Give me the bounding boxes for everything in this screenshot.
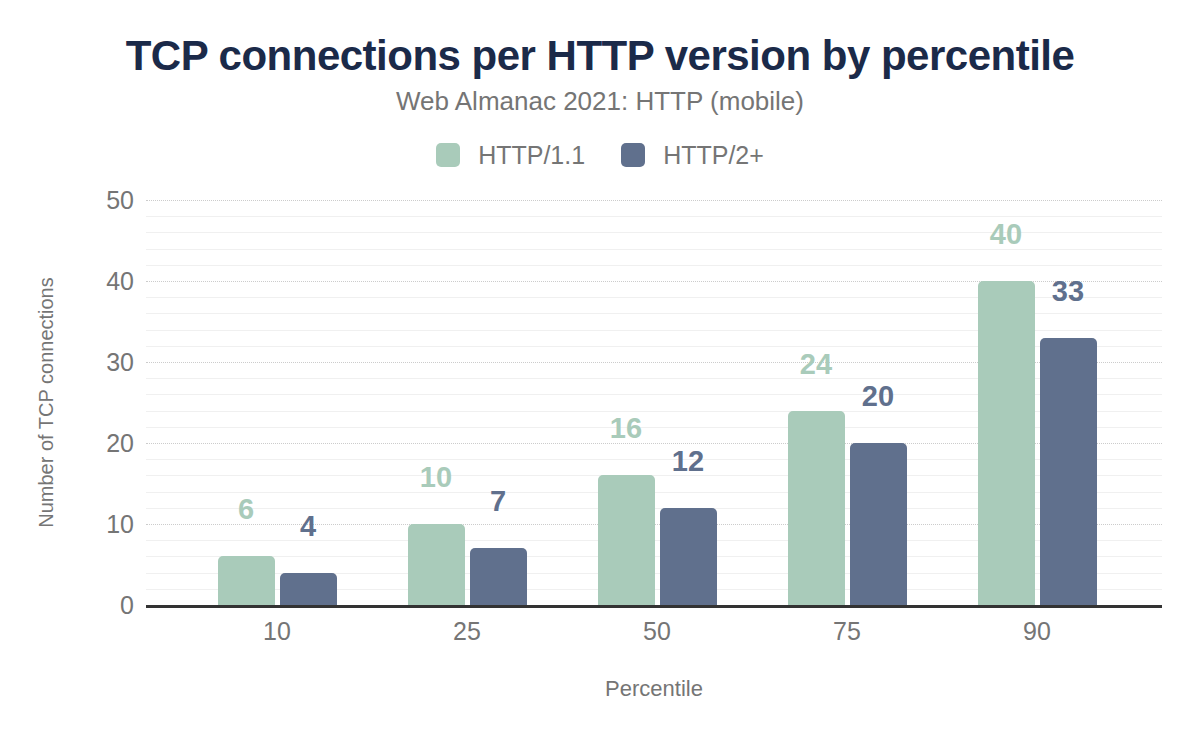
- x-axis-tick-label: 90: [977, 617, 1097, 645]
- x-axis-tick-label: 75: [787, 617, 907, 645]
- bar-http11-p10: [218, 556, 275, 605]
- bar-value-label: 4: [263, 509, 353, 543]
- x-axis-title: Percentile: [146, 676, 1162, 702]
- bar-value-label: 20: [833, 379, 923, 413]
- bar-value-label: 12: [643, 444, 733, 478]
- y-axis-title: Number of TCP connections: [33, 200, 59, 605]
- bar-http2-p50: [660, 508, 717, 605]
- bar-http2-p90: [1040, 338, 1097, 605]
- bar-http11-p75: [788, 411, 845, 605]
- bar-http11-p25: [408, 524, 465, 605]
- chart-area: Number of TCP connections 64107161224204…: [0, 0, 1200, 742]
- bar-http11-p50: [598, 475, 655, 605]
- y-axis-tick-label: 20: [0, 428, 134, 458]
- bar-value-label: 33: [1023, 274, 1113, 308]
- y-axis-tick-label: 40: [0, 266, 134, 296]
- bar-value-label: 16: [581, 411, 671, 445]
- bar-http2-p25: [470, 548, 527, 605]
- plot-area: 64107161224204033: [146, 200, 1162, 608]
- y-axis-tick-label: 30: [0, 347, 134, 377]
- bar-http2-p10: [280, 573, 337, 605]
- y-axis-tick-label: 50: [0, 185, 134, 215]
- y-axis-tick-label: 10: [0, 509, 134, 539]
- chart-canvas: TCP connections per HTTP version by perc…: [0, 0, 1200, 742]
- bar-http2-p75: [850, 443, 907, 605]
- bar-http11-p90: [978, 281, 1035, 605]
- x-axis-tick-label: 25: [407, 617, 527, 645]
- bar-value-label: 24: [771, 347, 861, 381]
- y-axis-tick-label: 0: [0, 590, 134, 620]
- x-axis-tick-label: 10: [217, 617, 337, 645]
- bar-value-label: 7: [453, 484, 543, 518]
- minor-gridline: [146, 265, 1162, 266]
- major-gridline: [146, 200, 1162, 201]
- x-axis-tick-label: 50: [597, 617, 717, 645]
- bar-value-label: 40: [961, 217, 1051, 251]
